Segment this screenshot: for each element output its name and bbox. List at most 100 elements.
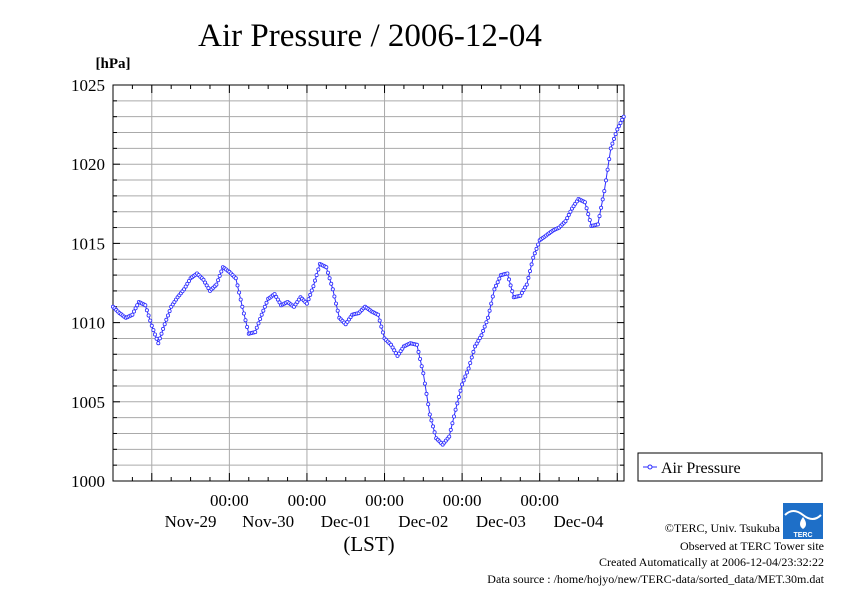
grid-horizontal	[113, 100, 624, 466]
series-point	[456, 394, 461, 399]
legend-label: Air Pressure	[661, 460, 741, 477]
series-point	[216, 278, 221, 283]
series-point	[316, 267, 321, 272]
y-tick-labels: 1000 1005 1010 1015 1020 1025	[71, 76, 105, 491]
series-point	[135, 303, 140, 308]
series-point	[460, 382, 465, 387]
series-point	[466, 366, 471, 371]
x-axis-ticks	[131, 85, 618, 481]
series-point	[421, 371, 426, 376]
series-point	[243, 318, 248, 323]
series-point	[241, 311, 246, 316]
series-point	[165, 313, 170, 318]
series-point	[219, 269, 224, 274]
series-point	[605, 167, 610, 172]
series-point	[256, 321, 261, 326]
series-point	[253, 330, 258, 335]
x-tick-date-label: Nov-29	[165, 512, 217, 531]
series-point	[144, 308, 149, 313]
series-point	[380, 330, 385, 335]
series-point	[493, 283, 498, 288]
series-point	[330, 287, 335, 292]
series-point	[325, 270, 330, 275]
series-point	[505, 271, 510, 276]
series-point	[510, 289, 515, 294]
series-point	[327, 276, 332, 281]
legend: Air Pressure	[637, 452, 823, 482]
series-point	[529, 262, 534, 267]
x-tick-date-label: Dec-03	[476, 512, 526, 531]
series-point	[146, 313, 151, 318]
series-point	[264, 300, 269, 305]
series-point	[304, 301, 309, 306]
series-point	[233, 276, 238, 281]
series-point	[490, 294, 495, 299]
series-point	[531, 255, 536, 260]
plot-frame	[112, 84, 625, 482]
series-point	[309, 288, 314, 293]
series-point	[481, 328, 486, 333]
series-point	[599, 205, 604, 210]
series-point	[156, 341, 161, 346]
series-point	[469, 355, 474, 360]
x-tick-time-label: 00:00	[210, 491, 249, 510]
series-point	[167, 309, 172, 314]
series-point	[217, 273, 222, 278]
series-point	[259, 312, 264, 317]
series-point	[568, 209, 573, 214]
y-tick-label: 1005	[71, 393, 105, 412]
series-point	[185, 281, 190, 286]
x-tick-time-label: 00:00	[443, 491, 482, 510]
y-axis-label: [hPa]	[96, 56, 131, 72]
x-tick-time-label: 00:00	[520, 491, 559, 510]
grid-vertical	[151, 85, 618, 481]
series-point	[472, 344, 477, 349]
series-point	[615, 127, 620, 132]
footer-copyright: ©TERC, Univ. Tsukuba	[665, 521, 781, 535]
series-point	[133, 306, 138, 311]
series-point	[582, 200, 587, 205]
series-point	[563, 219, 568, 224]
x-tick-date-label: Dec-01	[321, 512, 371, 531]
series-point	[608, 146, 613, 151]
series-point	[482, 324, 487, 329]
series-point	[418, 356, 423, 361]
series-point	[602, 189, 607, 194]
series-point	[377, 318, 382, 323]
legend-swatch-marker	[647, 464, 653, 470]
series-point	[183, 284, 188, 289]
series-point	[518, 293, 523, 298]
series-point	[162, 322, 167, 327]
series-point	[451, 414, 456, 419]
series-point	[595, 222, 600, 227]
series-point	[204, 283, 209, 288]
series-point	[245, 324, 250, 329]
series-point	[154, 336, 159, 341]
series-point	[254, 325, 259, 330]
series-point	[235, 283, 240, 288]
series-point	[612, 136, 617, 141]
series-point	[497, 276, 502, 281]
series-point	[448, 427, 453, 432]
series-point	[447, 434, 452, 439]
y-tick-label: 1025	[71, 76, 105, 95]
series-point	[616, 124, 621, 129]
series-point	[532, 251, 537, 256]
series-point	[613, 132, 618, 137]
series-point	[422, 381, 427, 386]
series-point	[329, 281, 334, 286]
series-point	[237, 290, 242, 295]
series-point	[620, 117, 625, 122]
series-point	[314, 273, 319, 278]
series-point	[600, 197, 605, 202]
series-point	[419, 364, 424, 369]
y-axis-ticks	[113, 84, 624, 482]
series-point	[485, 315, 490, 320]
series-point	[453, 407, 458, 412]
x-tick-date-label: Nov-30	[242, 512, 294, 531]
series-point	[152, 332, 157, 337]
series-point	[621, 114, 626, 119]
series-point	[495, 280, 500, 285]
series-point	[610, 141, 615, 146]
series-point	[492, 287, 497, 292]
